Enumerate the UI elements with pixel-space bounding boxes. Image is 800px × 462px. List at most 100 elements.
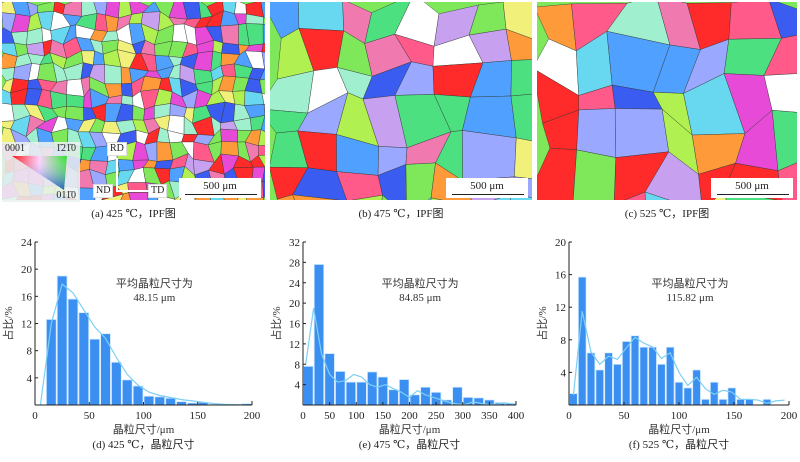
- histogram-bar: [745, 398, 754, 406]
- grain: [220, 128, 238, 143]
- td-arrow: [116, 190, 149, 192]
- grain: [221, 42, 240, 55]
- x-axis-label: 晶粒尺寸/μm: [113, 422, 175, 436]
- fit-curve: [39, 283, 247, 406]
- histogram-f: 4 8 12 16 20 0 50 100 150 200 占比/% 晶粒尺寸/μm (f) 525 ℃…: [534, 228, 800, 462]
- histogram-bar: [388, 389, 399, 406]
- annotation-value: 48.15 μm: [133, 292, 175, 304]
- grain: [262, 24, 265, 45]
- ipf-map-c: [537, 2, 797, 200]
- grain: [381, 194, 389, 200]
- grain: [104, 64, 122, 85]
- histogram-bar: [736, 398, 745, 406]
- y-tick-label: 24: [21, 237, 33, 249]
- caption-a: (a) 425 ℃，IPF图: [91, 208, 176, 220]
- x-tick-label: 400: [508, 410, 525, 422]
- histogram-d: 4 8 12 16 20 24 0 50 100 150 200 占比/% 晶粒尺寸/μm (d) 425…: [0, 228, 268, 462]
- x-tick-label: 100: [671, 410, 688, 422]
- x-axis-label: 晶粒尺寸/μm: [379, 422, 441, 436]
- histogram-bar: [727, 387, 737, 406]
- td-axis-label: TD: [148, 184, 168, 198]
- scale-bar-label: 500 μm: [470, 180, 504, 192]
- grain: [769, 2, 797, 39]
- histogram-bar: [143, 395, 155, 406]
- histogram-bar: [111, 361, 122, 406]
- grain: [261, 93, 265, 105]
- grain: [644, 191, 670, 200]
- grain: [117, 159, 135, 172]
- grain: [510, 59, 532, 97]
- grain: [644, 151, 702, 200]
- histogram-bar: [303, 365, 314, 406]
- histogram-bar: [665, 346, 675, 406]
- y-tick-label: 16: [289, 319, 301, 331]
- x-tick-label: 50: [84, 410, 96, 422]
- grain: [154, 159, 174, 170]
- histogram-bar: [165, 397, 176, 406]
- y-axis-label: 占比/%: [1, 306, 15, 340]
- grain: [292, 167, 347, 200]
- x-tick-label: 200: [781, 410, 798, 422]
- grain: [261, 42, 265, 53]
- annotation-value: 115.82 μm: [666, 292, 713, 304]
- grain: [763, 73, 797, 113]
- x-tick-label: 0: [566, 410, 572, 422]
- y-tick-label: 16: [555, 270, 567, 282]
- grain: [505, 28, 532, 61]
- grain: [261, 51, 265, 70]
- x-tick-label: 150: [375, 410, 392, 422]
- ipf-triangle-icon: [12, 156, 67, 190]
- grain: [234, 2, 247, 15]
- scale-bar-label: 500 μm: [203, 180, 237, 192]
- histogram-bar: [452, 386, 463, 406]
- grain: [352, 194, 383, 200]
- x-tick-label: 0: [32, 410, 38, 422]
- y-tick-label: 20: [555, 237, 567, 249]
- histogram-bar: [604, 352, 613, 406]
- annotation-title: 平均晶粒尺寸为: [652, 276, 729, 290]
- y-tick-label: 24: [289, 278, 301, 290]
- histogram-bar: [132, 385, 144, 406]
- x-tick-label: 350: [481, 410, 498, 422]
- grain: [259, 79, 265, 95]
- y-tick-label: 20: [289, 298, 301, 310]
- histogram-bar: [313, 264, 325, 406]
- grain: [262, 16, 265, 25]
- grain: [377, 164, 407, 200]
- scale-bar-b: 500 μm: [446, 178, 528, 198]
- grain: [502, 2, 532, 39]
- histogram-bar: [324, 353, 335, 406]
- grain: [220, 63, 236, 78]
- chart-caption: (d) 425 ℃，晶粒尺寸: [92, 437, 194, 451]
- grain: [405, 162, 436, 200]
- histogram-bar: [683, 387, 693, 406]
- scale-bar-label: 500 μm: [735, 180, 769, 192]
- y-tick-label: 4: [295, 380, 301, 392]
- y-tick-label: 28: [289, 257, 301, 269]
- grain: [537, 147, 577, 200]
- grain: [624, 191, 646, 200]
- grain: [430, 197, 443, 200]
- histogram-bar: [356, 381, 367, 406]
- x-tick-label: 300: [455, 410, 472, 422]
- histogram-bar: [657, 363, 666, 406]
- histogram-bar: [718, 398, 728, 406]
- annotation-title: 平均晶粒尺寸为: [382, 276, 459, 290]
- histogram-bar: [692, 369, 701, 406]
- grain: [576, 108, 617, 158]
- grain: [258, 129, 265, 147]
- y-tick-label: 20: [21, 264, 33, 276]
- ipf-label-1210: 1̄21̄0: [56, 143, 76, 154]
- x-tick-label: 0: [300, 410, 306, 422]
- x-tick-label: 50: [324, 410, 336, 422]
- y-tick-label: 32: [289, 237, 300, 249]
- x-axis-label: 晶粒尺寸/μm: [648, 422, 710, 436]
- grain: [258, 145, 265, 156]
- annotation-title: 平均晶粒尺寸为: [116, 276, 193, 290]
- x-tick-label: 100: [135, 410, 152, 422]
- grain: [276, 194, 295, 200]
- histogram-e: 4 8 12 16 20 24 28 32 0 50 100 150 200 250 300 350 400 占比…: [268, 228, 534, 462]
- y-axis-label: 占比/%: [535, 306, 549, 340]
- y-tick-label: 12: [555, 302, 566, 314]
- grain: [220, 24, 239, 46]
